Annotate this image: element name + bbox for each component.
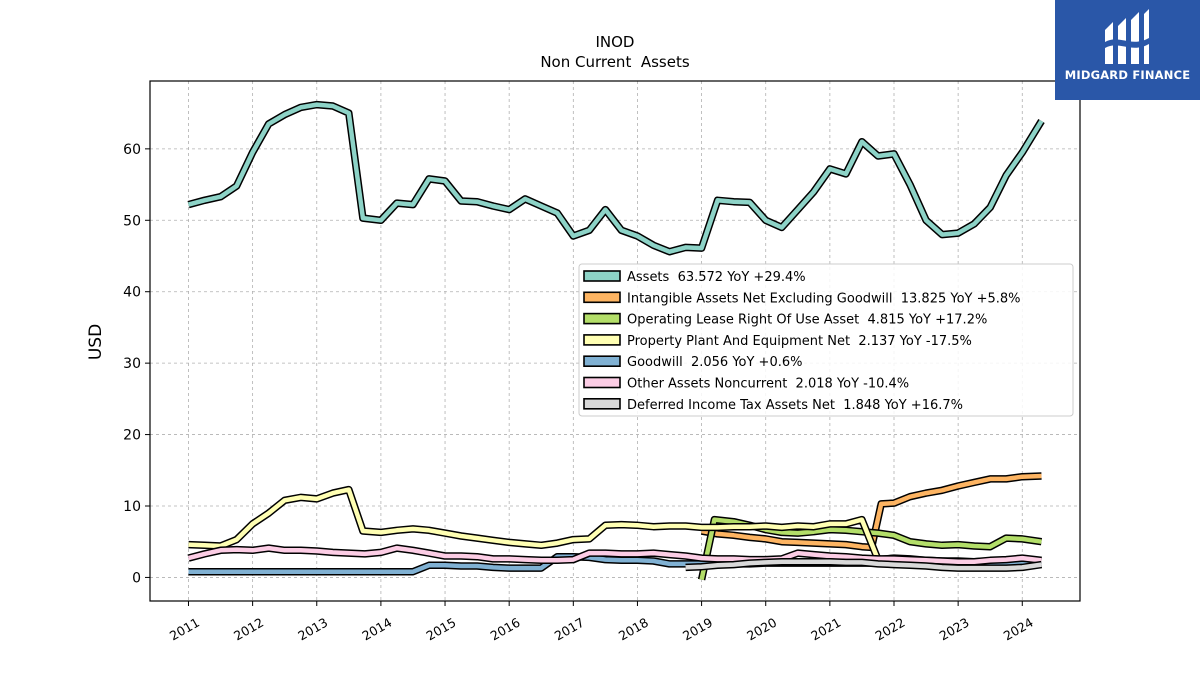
x-axis: 2011 2012 2013 2014 2015 2016 2017 2018 2019 2020… (167, 601, 1036, 644)
y-axis-label: USD (86, 324, 106, 360)
chart-title: INOD (595, 33, 634, 51)
series-line (187, 545, 1042, 564)
brand-name: MIDGARD FINANCE (1064, 68, 1191, 82)
plot-frame (149, 80, 1081, 602)
y-tick-label: 20 (123, 428, 141, 444)
legend-label: Operating Lease Right Of Use Asset 4.815… (627, 313, 987, 328)
y-tick-label: 50 (123, 213, 141, 229)
y-tick-label: 10 (123, 499, 141, 515)
y-tick-label: 60 (123, 142, 141, 158)
x-tick-label: 2020 (744, 615, 779, 644)
x-tick-label: 2013 (295, 615, 330, 644)
x-tick-label: 2015 (423, 615, 458, 644)
series-line (685, 559, 1042, 571)
x-tick-label: 2014 (359, 615, 394, 644)
legend-box (578, 263, 1074, 417)
legend-label: Intangible Assets Net Excluding Goodwill… (627, 291, 1021, 306)
x-tick-label: 2024 (1001, 615, 1036, 644)
legend-swatch (583, 397, 621, 410)
legend-swatch (583, 291, 621, 304)
legend-swatch (583, 334, 621, 346)
legend-label: Property Plant And Equipment Net 2.137 Y… (627, 334, 972, 349)
x-tick-label: 2011 (167, 615, 202, 644)
legend-swatch (583, 270, 621, 282)
legend: Assets 63.572 YoY +29.4% Intangible Asset… (578, 263, 1074, 417)
x-tick-label: 2023 (937, 615, 972, 644)
x-tick-label: 2021 (808, 615, 843, 644)
series-line (187, 102, 1044, 254)
x-tick-label: 2019 (680, 615, 715, 644)
midgard-logo-icon (1105, 9, 1149, 64)
series-6 (685, 557, 1043, 572)
brand-logo: MIDGARD FINANCE (1055, 0, 1200, 100)
legend-swatch (583, 355, 621, 368)
legend-label: Goodwill 2.056 YoY +0.6% (627, 355, 802, 370)
x-tick-label: 2022 (872, 615, 907, 644)
legend-label: Assets 63.572 YoY +29.4% (627, 270, 806, 285)
y-tick-label: 30 (123, 356, 141, 372)
legend-swatch (583, 376, 621, 389)
legend-label: Other Assets Noncurrent 2.018 YoY -10.4% (627, 377, 909, 392)
y-tick-label: 0 (132, 570, 141, 586)
x-tick-label: 2012 (231, 615, 266, 644)
y-tick-label: 40 (123, 285, 141, 301)
y-axis: 0 10 20 30 40 50 60 (123, 142, 150, 586)
series-5 (187, 544, 1042, 566)
x-tick-label: 2018 (616, 615, 651, 644)
series-0 (187, 100, 1045, 256)
chart-subtitle: Non Current Assets (540, 53, 690, 71)
series-layer (187, 100, 1045, 581)
legend-label: Deferred Income Tax Assets Net 1.848 YoY… (627, 398, 963, 413)
x-tick-label: 2016 (488, 615, 523, 644)
legend-swatch (583, 312, 621, 325)
x-tick-label: 2017 (552, 615, 587, 644)
